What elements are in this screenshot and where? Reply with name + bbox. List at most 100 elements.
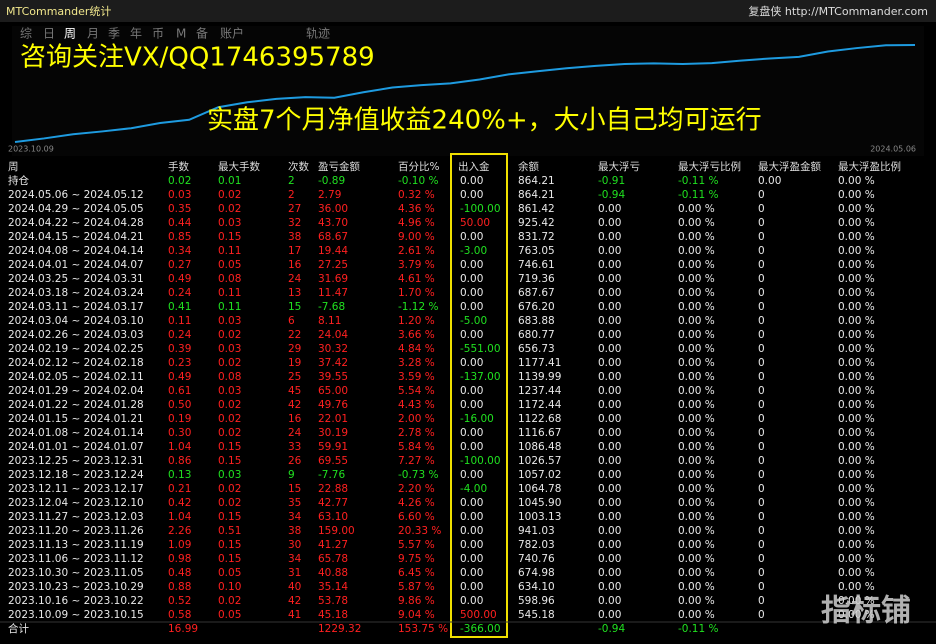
column-header[interactable]: 盈亏金额 [318, 160, 360, 173]
cell-value: 40.88 [318, 567, 348, 579]
cell-value: 0.00 [598, 245, 621, 257]
row-label: 2024.02.26 ~ 2024.03.03 [8, 329, 144, 341]
end-date: 2024.05.06 [870, 145, 916, 154]
cell-value: 0.00 [598, 371, 621, 383]
cell-value: 19.44 [318, 245, 348, 257]
tab[interactable]: 账户 [220, 26, 244, 41]
cell-value: 861.42 [518, 203, 555, 215]
cell-value: 1045.90 [518, 497, 561, 509]
column-header[interactable]: 最大手数 [218, 160, 260, 173]
cell-value: 0.02 [218, 413, 241, 425]
cell-value: 0.05 [218, 259, 241, 271]
cell-value: 0.00 % [678, 245, 715, 257]
tab[interactable]: 轨迹 [306, 27, 330, 41]
tab[interactable]: 季 [108, 27, 120, 41]
cell-value: 16.99 [168, 623, 198, 635]
row-label: 2023.11.27 ~ 2023.12.03 [8, 511, 144, 523]
cell-value: 2.61 % [398, 245, 435, 257]
cell-value: 746.61 [518, 259, 555, 271]
cell-value: 0 [758, 245, 765, 257]
cell-value: 0.00 % [678, 413, 715, 425]
row-label: 2024.02.19 ~ 2024.02.25 [8, 343, 144, 355]
cell-value: 39.55 [318, 371, 348, 383]
cell-value: 0.00 % [838, 273, 875, 285]
column-header[interactable]: 余额 [518, 160, 539, 173]
cell-value: 0.00 [598, 203, 621, 215]
cell-value: 0.00 [460, 301, 483, 313]
cell-value: 0.00 % [838, 231, 875, 243]
column-header[interactable]: 最大浮亏 [598, 160, 640, 173]
cell-value: 7.27 % [398, 455, 435, 467]
cell-value: 45 [288, 385, 301, 397]
cell-value: 53.78 [318, 595, 348, 607]
tab[interactable]: 备 [196, 27, 208, 41]
site-link[interactable]: 复盘侠 http://MTCommander.com [748, 4, 928, 18]
cell-value: 20.33 % [398, 525, 441, 537]
cell-value: -3.00 [460, 245, 487, 257]
cell-value: 40 [288, 581, 301, 593]
cell-value: 65.00 [318, 385, 348, 397]
cell-value: 0.00 [598, 301, 621, 313]
cell-value: 0.00 [598, 231, 621, 243]
tab[interactable]: 周 [64, 27, 76, 41]
cell-value: 0.15 [218, 231, 241, 243]
column-header[interactable]: 最大浮亏比例 [678, 160, 741, 173]
cell-value: 30.19 [318, 427, 348, 439]
cell-value: 0.15 [218, 455, 241, 467]
column-header[interactable]: 手数 [168, 160, 189, 173]
tab[interactable]: 日 [43, 27, 55, 41]
cell-value: 3.79 % [398, 259, 435, 271]
cell-value: 24 [288, 427, 302, 439]
cell-value: 0.00 % [678, 371, 715, 383]
promo-text: 实盘7个月净值收益240%+，大小自己均可运行 [207, 106, 762, 136]
cell-value: 6.45 % [398, 567, 435, 579]
cell-value: 9.75 % [398, 553, 435, 565]
tab[interactable]: 年 [130, 27, 142, 41]
column-header[interactable]: 最大浮盈金额 [758, 160, 821, 173]
cell-value: 0.00 [598, 315, 621, 327]
tab[interactable]: M [176, 27, 186, 41]
tab[interactable]: 币 [152, 27, 164, 41]
cell-value: 0.00 % [838, 483, 875, 495]
cell-value: 0.00 [598, 609, 621, 621]
column-header[interactable]: 百分比% [398, 160, 439, 173]
cell-value: 0.00 % [838, 595, 875, 607]
cell-value: 41 [288, 609, 301, 621]
cell-value: 0.00 % [838, 469, 875, 481]
cell-value: 43.70 [318, 217, 348, 229]
column-header[interactable]: 出入金 [458, 160, 490, 173]
column-header[interactable]: 最大浮盈比例 [838, 160, 901, 173]
cell-value: 0.50 [168, 399, 191, 411]
cell-value: 2.00 % [398, 413, 435, 425]
cell-value: 545.18 [518, 609, 555, 621]
row-label: 2024.03.04 ~ 2024.03.10 [8, 315, 144, 327]
cell-value: 831.72 [518, 231, 555, 243]
tab[interactable]: 月 [87, 27, 99, 41]
cell-value: 1172.44 [518, 399, 562, 411]
cell-value: 0.00 [460, 385, 483, 397]
cell-value: 0.02 [218, 189, 241, 201]
cell-value: 1139.99 [518, 371, 561, 383]
tab[interactable]: 综 [20, 27, 32, 41]
cell-value: 1.20 % [398, 315, 435, 327]
cell-value: 0.00 % [838, 189, 875, 201]
cell-value: 0 [758, 413, 765, 425]
cell-value: 0 [758, 553, 765, 565]
cell-value: 31.69 [318, 273, 348, 285]
cell-value: 0.02 [168, 175, 191, 187]
column-header[interactable]: 次数 [288, 160, 309, 173]
cell-value: 0.00 [598, 525, 621, 537]
cell-value: 0.00 % [838, 287, 875, 299]
row-label: 2023.12.04 ~ 2023.12.10 [8, 497, 144, 509]
column-header[interactable]: 周 [8, 161, 19, 173]
cell-value: 0.88 [168, 581, 191, 593]
cell-value: 0.00 [598, 427, 621, 439]
cell-value: 0.15 [218, 553, 241, 565]
cell-value: 0.00 [598, 469, 621, 481]
cell-value: 0.08 [218, 273, 241, 285]
cell-value: 0.13 [168, 469, 191, 481]
cell-value: 0.00 % [838, 413, 875, 425]
cell-value: 0.00 [598, 357, 621, 369]
cell-value: 0.00 % [678, 539, 715, 551]
cell-value: 0.00 % [678, 567, 715, 579]
